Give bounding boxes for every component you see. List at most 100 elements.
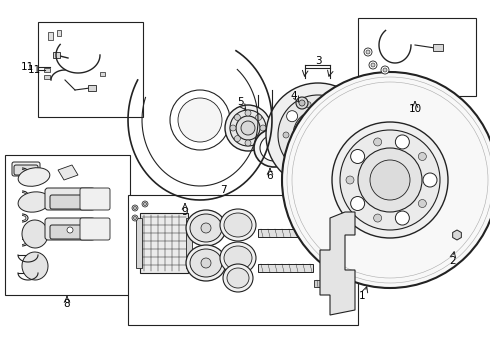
Circle shape xyxy=(381,66,389,74)
Text: 2: 2 xyxy=(450,256,456,266)
Ellipse shape xyxy=(254,129,294,167)
FancyBboxPatch shape xyxy=(50,225,90,239)
Circle shape xyxy=(358,148,422,212)
Circle shape xyxy=(282,72,490,288)
Text: 6: 6 xyxy=(267,171,273,181)
Ellipse shape xyxy=(22,252,48,280)
Circle shape xyxy=(423,173,437,187)
Circle shape xyxy=(305,162,311,168)
Circle shape xyxy=(234,136,241,141)
Circle shape xyxy=(341,151,347,157)
FancyBboxPatch shape xyxy=(80,218,110,240)
Circle shape xyxy=(260,125,266,131)
Bar xyxy=(136,218,142,268)
Circle shape xyxy=(234,114,241,120)
Ellipse shape xyxy=(201,258,211,268)
Circle shape xyxy=(351,149,365,163)
Ellipse shape xyxy=(220,242,256,274)
Circle shape xyxy=(256,114,262,120)
Circle shape xyxy=(287,148,297,159)
Circle shape xyxy=(395,135,409,149)
Circle shape xyxy=(374,214,382,222)
Circle shape xyxy=(346,176,354,184)
Text: 10: 10 xyxy=(409,104,421,114)
Bar xyxy=(88,85,96,91)
Ellipse shape xyxy=(201,223,211,233)
Bar xyxy=(433,44,443,51)
Circle shape xyxy=(293,110,343,160)
Circle shape xyxy=(340,130,440,230)
Ellipse shape xyxy=(241,121,255,135)
Bar xyxy=(314,240,332,247)
Circle shape xyxy=(322,160,333,171)
FancyBboxPatch shape xyxy=(80,188,110,210)
Ellipse shape xyxy=(186,210,226,246)
Circle shape xyxy=(332,122,448,238)
Bar xyxy=(44,75,50,79)
Circle shape xyxy=(132,205,138,211)
Circle shape xyxy=(266,83,370,187)
Bar xyxy=(57,30,61,36)
Bar xyxy=(128,195,358,325)
Circle shape xyxy=(230,125,236,131)
Circle shape xyxy=(304,121,332,149)
Circle shape xyxy=(366,50,370,54)
Circle shape xyxy=(144,202,147,206)
Circle shape xyxy=(133,207,137,210)
Ellipse shape xyxy=(18,168,50,186)
Ellipse shape xyxy=(260,135,288,161)
Circle shape xyxy=(67,227,73,233)
Bar xyxy=(258,229,323,237)
Bar xyxy=(358,18,476,96)
Ellipse shape xyxy=(236,116,260,140)
Circle shape xyxy=(133,216,137,220)
Text: 11: 11 xyxy=(27,65,41,75)
Bar xyxy=(100,72,105,76)
Circle shape xyxy=(256,136,262,141)
Circle shape xyxy=(418,153,426,161)
Text: 7: 7 xyxy=(220,185,226,195)
Ellipse shape xyxy=(223,264,253,292)
Text: 9: 9 xyxy=(182,207,188,217)
Text: 3: 3 xyxy=(315,56,321,66)
Circle shape xyxy=(370,160,410,200)
Ellipse shape xyxy=(230,110,266,146)
Circle shape xyxy=(296,97,308,109)
FancyBboxPatch shape xyxy=(14,165,38,175)
Ellipse shape xyxy=(18,192,50,212)
Circle shape xyxy=(245,140,251,146)
Ellipse shape xyxy=(227,268,249,288)
FancyBboxPatch shape xyxy=(45,218,95,240)
Ellipse shape xyxy=(224,213,252,237)
Circle shape xyxy=(351,197,365,211)
FancyBboxPatch shape xyxy=(50,195,90,209)
Ellipse shape xyxy=(190,249,222,277)
Polygon shape xyxy=(453,230,461,240)
Circle shape xyxy=(178,98,222,142)
Circle shape xyxy=(369,61,377,69)
Bar xyxy=(44,68,50,72)
FancyBboxPatch shape xyxy=(45,188,95,210)
Ellipse shape xyxy=(225,105,271,151)
Ellipse shape xyxy=(220,209,256,241)
Bar xyxy=(38,22,143,117)
Circle shape xyxy=(374,138,382,146)
Circle shape xyxy=(395,211,409,225)
Circle shape xyxy=(322,99,333,110)
Bar xyxy=(258,264,313,272)
Polygon shape xyxy=(58,165,78,180)
Ellipse shape xyxy=(22,220,48,248)
Bar xyxy=(314,280,332,287)
Ellipse shape xyxy=(224,246,252,270)
Bar xyxy=(186,218,192,268)
Bar xyxy=(53,52,60,58)
Circle shape xyxy=(341,113,347,119)
Circle shape xyxy=(245,110,251,116)
Circle shape xyxy=(278,95,358,175)
Circle shape xyxy=(299,100,305,106)
Circle shape xyxy=(142,201,148,207)
Text: 11: 11 xyxy=(21,62,34,72)
Polygon shape xyxy=(320,212,355,315)
Bar xyxy=(140,213,188,273)
Text: 5: 5 xyxy=(237,97,244,107)
